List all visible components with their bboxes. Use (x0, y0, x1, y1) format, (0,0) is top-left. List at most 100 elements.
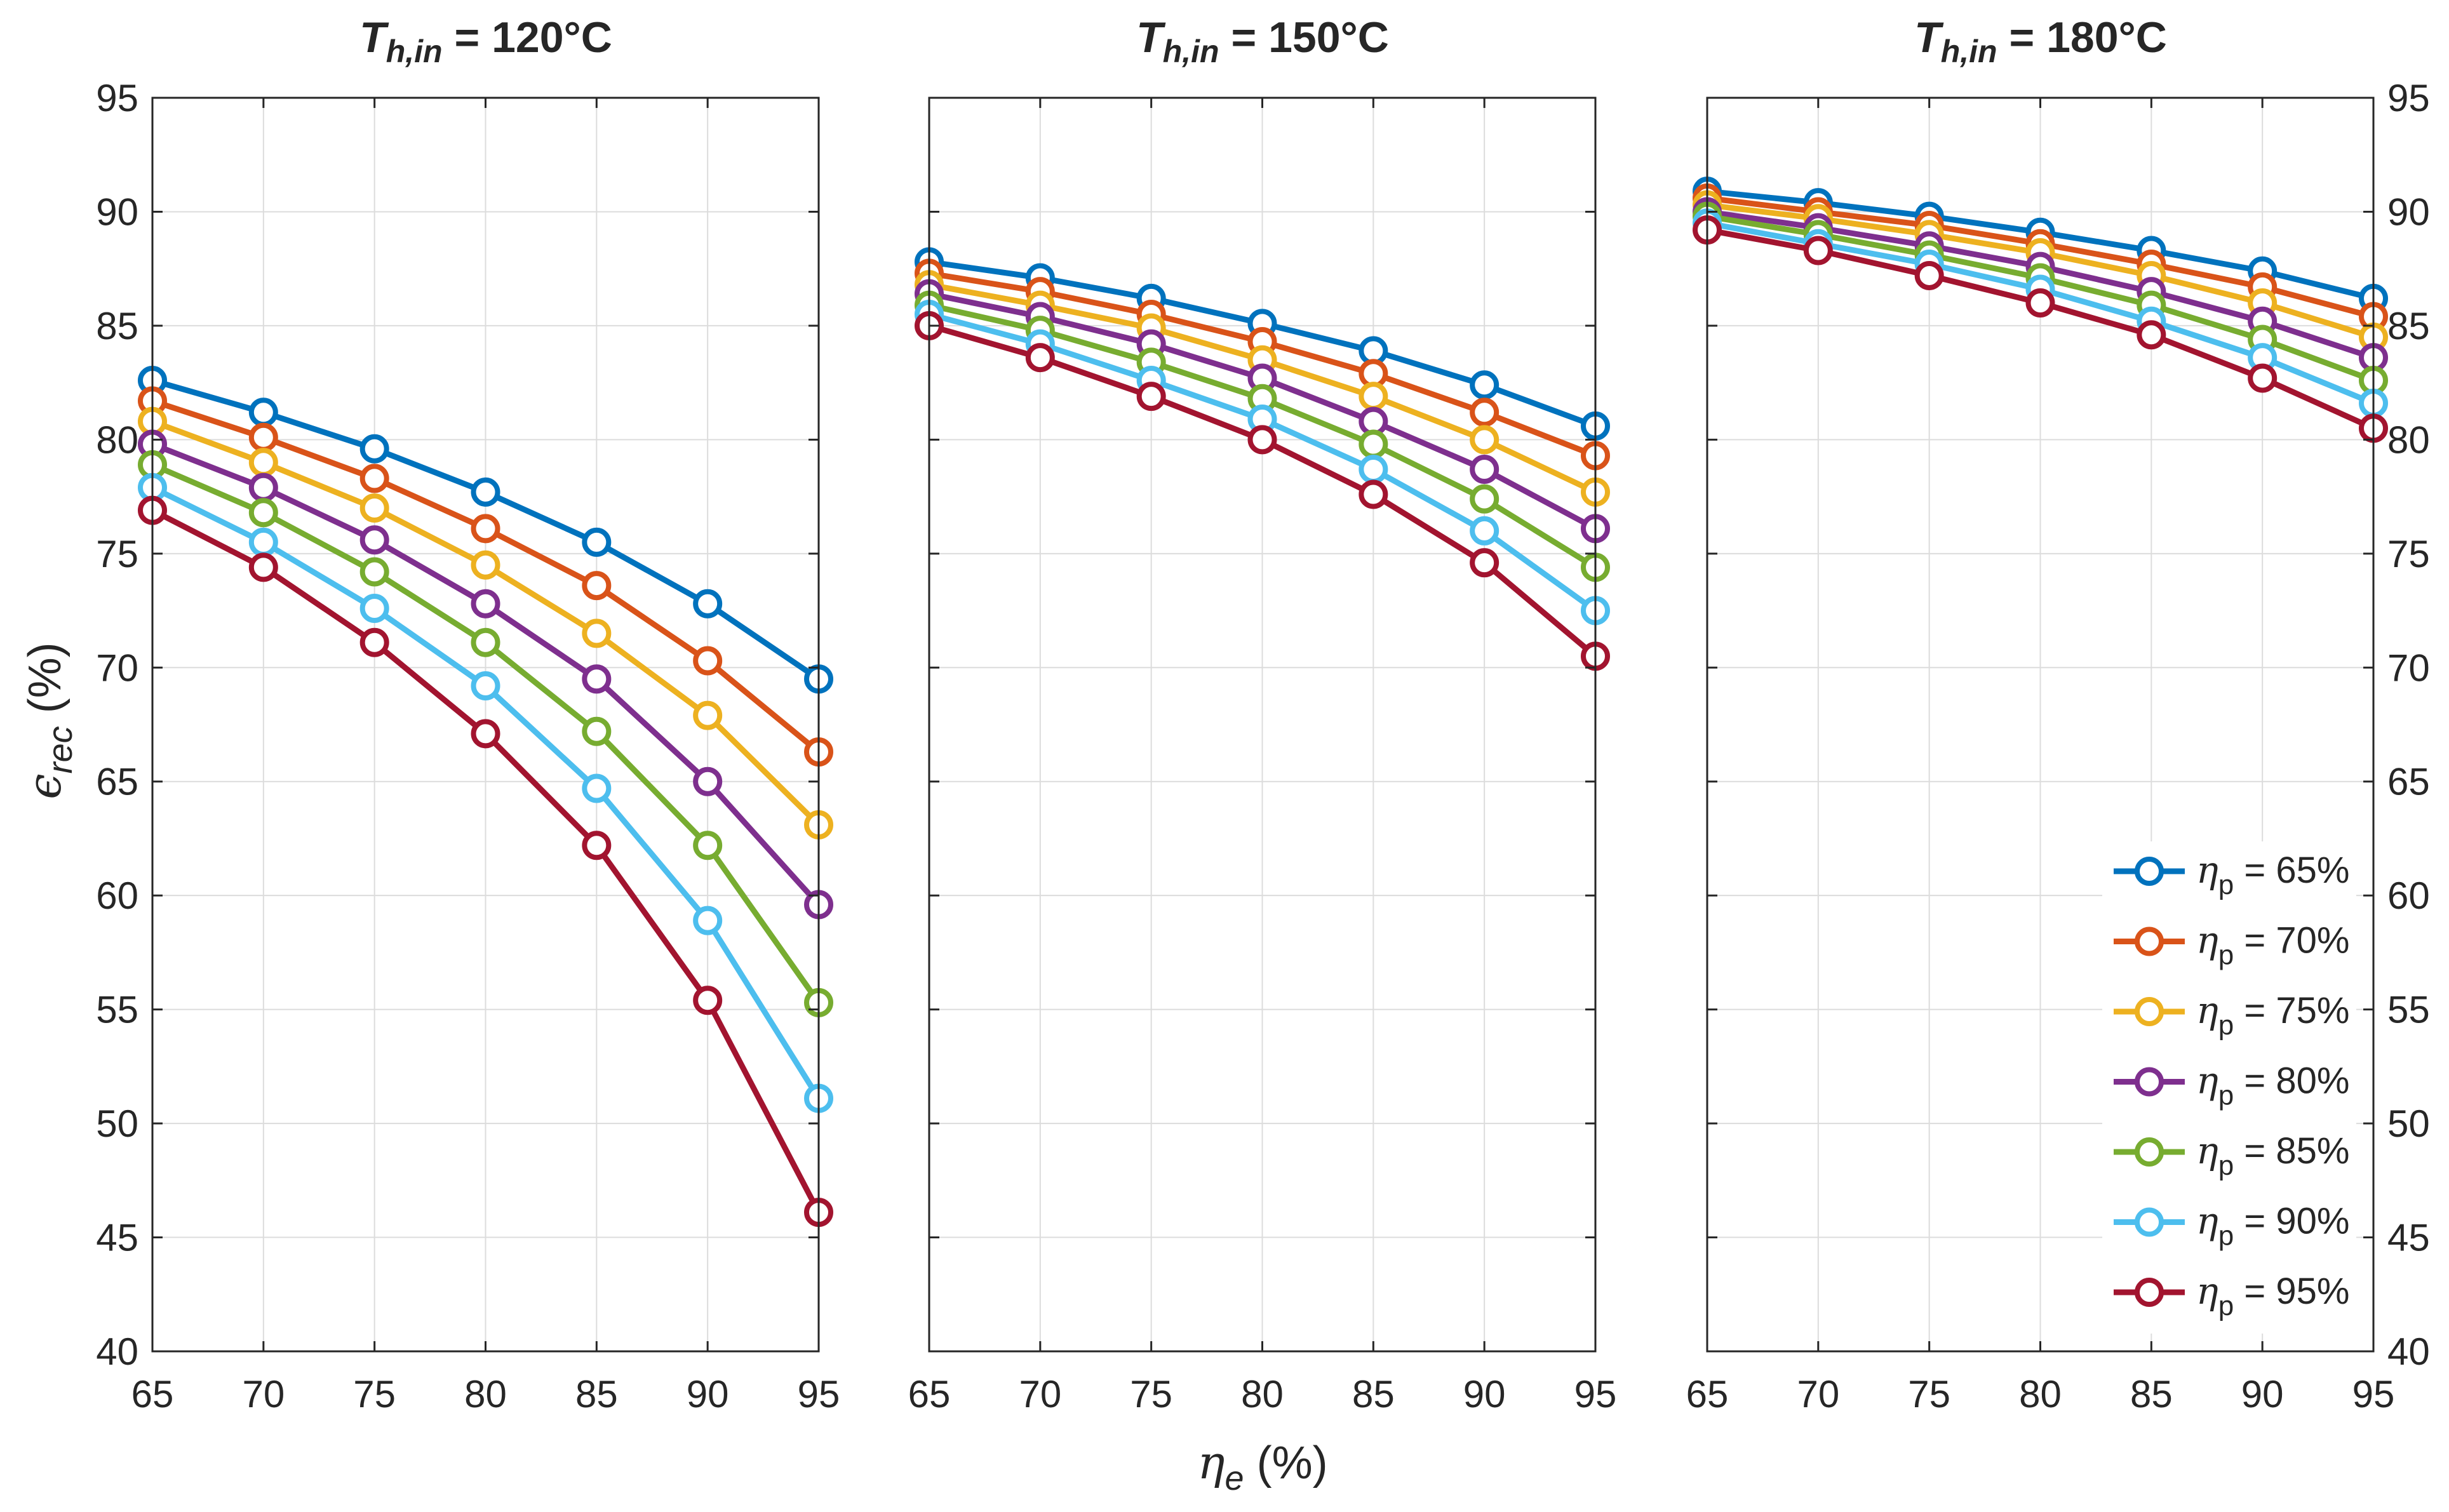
data-point (582, 664, 612, 694)
legend-label-6: ηp = 90% (2196, 1200, 2349, 1252)
x-tick-label: 80 (464, 1373, 507, 1415)
data-point (582, 571, 612, 601)
legend-marker-5 (2135, 1137, 2164, 1167)
x-tick-label: 95 (2352, 1373, 2395, 1415)
panel-1: Th,in = 120°C 65 70 75 80 85 90 95 40 45 50 55 60 65… (96, 13, 840, 1415)
y-tick-label: 75 (96, 533, 138, 575)
data-point (693, 906, 723, 935)
y-tick-label: 90 (2387, 191, 2430, 233)
x-tick-label: 70 (1797, 1373, 1839, 1415)
legend-marker-3 (2135, 997, 2164, 1026)
y-tick-label: 75 (2387, 533, 2430, 575)
legend-label-7: ηp = 95% (2196, 1269, 2349, 1321)
x-tick-label: 85 (2130, 1373, 2173, 1415)
x-tick-label: 65 (131, 1373, 174, 1415)
data-point (248, 398, 278, 427)
y-tick-label: 90 (96, 191, 138, 233)
data-point (248, 527, 278, 557)
data-point (359, 627, 389, 657)
data-point (693, 700, 723, 730)
x-tick-label: 90 (1463, 1373, 1506, 1415)
data-point (582, 527, 612, 557)
data-point (582, 716, 612, 746)
data-point (2137, 320, 2166, 350)
data-point (582, 773, 612, 803)
data-point (1025, 343, 1055, 373)
data-point (359, 557, 389, 587)
data-point (248, 498, 278, 528)
data-point (471, 477, 500, 507)
data-point (248, 472, 278, 502)
data-point (248, 422, 278, 452)
data-point (1470, 548, 1500, 578)
legend-label-3: ηp = 75% (2196, 989, 2349, 1041)
legend-marker-6 (2135, 1207, 2164, 1237)
y-tick-label: 40 (96, 1330, 138, 1373)
legend-marker-1 (2135, 857, 2164, 886)
x-tick-label: 70 (1019, 1373, 1061, 1415)
data-point (471, 589, 500, 619)
x-tick-label: 90 (2241, 1373, 2284, 1415)
y-tick-label: 55 (96, 989, 138, 1031)
x-tick-label: 75 (353, 1373, 396, 1415)
y-tick-label: 50 (2387, 1102, 2430, 1145)
data-point (359, 493, 389, 523)
data-point (1470, 370, 1500, 400)
data-point (471, 627, 500, 657)
panel-1-title: Th,in = 120°C (359, 13, 612, 69)
data-point (471, 514, 500, 544)
data-point (2025, 288, 2055, 318)
x-tick-label: 80 (2019, 1373, 2062, 1415)
y-tick-label: 55 (2387, 989, 2430, 1031)
data-point (248, 448, 278, 478)
legend-label-1: ηp = 65% (2196, 848, 2349, 900)
x-tick-label: 90 (687, 1373, 729, 1415)
y-tick-label: 70 (96, 646, 138, 689)
x-tick-label: 95 (798, 1373, 840, 1415)
panel-2-title: Th,in = 150°C (1136, 13, 1389, 69)
y-tick-label: 50 (96, 1102, 138, 1145)
data-point (471, 550, 500, 580)
y-tick-label: 80 (96, 418, 138, 461)
x-tick-label: 95 (1574, 1373, 1617, 1415)
legend-marker-4 (2135, 1067, 2164, 1097)
legend-marker-7 (2135, 1278, 2164, 1307)
data-point (693, 766, 723, 796)
data-point (1359, 479, 1388, 509)
y-tick-label: 70 (2387, 646, 2430, 689)
data-point (1136, 382, 1166, 411)
y-tick-label: 60 (96, 874, 138, 917)
data-point (1470, 455, 1500, 485)
data-point (693, 986, 723, 1015)
data-point (2248, 363, 2278, 393)
data-point (1470, 516, 1500, 545)
data-point (359, 464, 389, 493)
data-point (471, 719, 500, 749)
data-point (1803, 236, 1833, 265)
y-tick-label: 65 (2387, 761, 2430, 803)
data-point (359, 525, 389, 555)
data-point (582, 831, 612, 860)
data-point (1470, 425, 1500, 455)
y-tick-label: 85 (2387, 305, 2430, 347)
data-point (471, 671, 500, 700)
data-point (1914, 260, 1944, 290)
panel-2: Th,in = 150°C 65 70 75 80 85 90 95 (908, 13, 1617, 1415)
x-axis-label: ηe (%) (1197, 1436, 1327, 1497)
y-tick-label: 95 (2387, 77, 2430, 119)
legend-label-5: ηp = 85% (2196, 1129, 2349, 1181)
data-point (1470, 484, 1500, 514)
x-tick-label: 75 (1130, 1373, 1172, 1415)
y-tick-label: 45 (2387, 1217, 2430, 1259)
x-tick-label: 75 (1908, 1373, 1950, 1415)
x-tick-label: 65 (908, 1373, 951, 1415)
data-point (582, 619, 612, 648)
data-point (359, 434, 389, 464)
x-tick-label: 65 (1686, 1373, 1729, 1415)
data-point (1359, 382, 1388, 411)
x-tick-label: 80 (1241, 1373, 1284, 1415)
legend-label-4: ηp = 80% (2196, 1059, 2349, 1111)
y-tick-label: 40 (2387, 1330, 2430, 1373)
data-point (1470, 398, 1500, 427)
legend-label-2: ηp = 70% (2196, 919, 2349, 971)
